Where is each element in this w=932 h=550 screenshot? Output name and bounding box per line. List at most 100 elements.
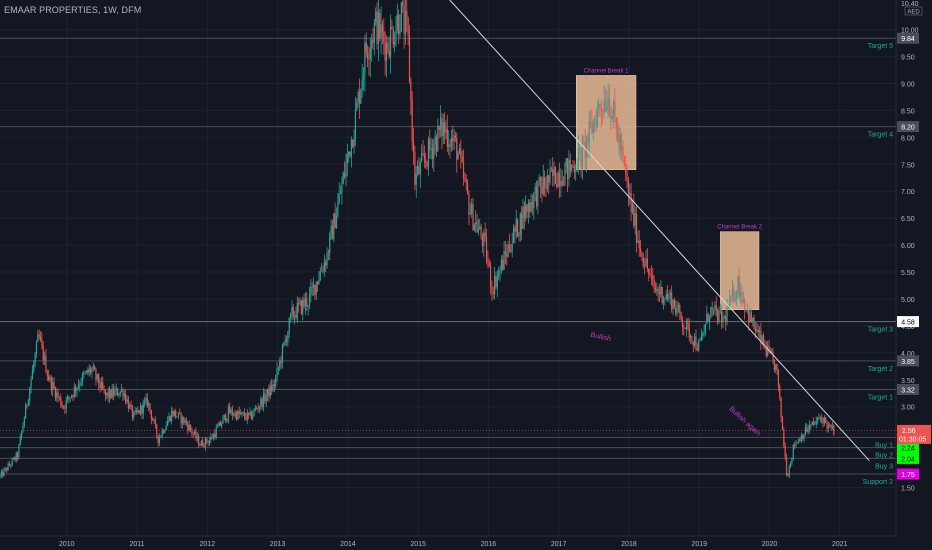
candle-body <box>351 140 352 157</box>
candle-body <box>64 408 65 409</box>
candle-body <box>101 382 102 388</box>
candle-body <box>182 417 183 423</box>
candle-body <box>736 292 737 299</box>
candle-body <box>622 146 623 156</box>
candle-body <box>758 330 759 333</box>
candle-body <box>283 343 284 346</box>
candle-body <box>753 318 754 329</box>
candle-body <box>499 270 500 271</box>
candle-body <box>567 158 568 179</box>
candle-body <box>22 426 23 432</box>
candle-body <box>152 419 153 421</box>
time-tick-label: 2013 <box>270 541 286 548</box>
candle-body <box>178 413 179 417</box>
candle-body <box>453 135 454 141</box>
candle-body <box>597 107 598 127</box>
candle-body <box>229 407 230 413</box>
candle-body <box>170 416 171 421</box>
candle-body <box>785 446 786 457</box>
candle-body <box>225 415 226 422</box>
candle-body <box>590 121 591 124</box>
candle-body <box>174 411 175 416</box>
candle-body <box>253 409 254 415</box>
candle-body <box>717 311 718 323</box>
candle-body <box>535 187 536 193</box>
candle-body <box>278 368 279 369</box>
candle-body <box>389 51 390 57</box>
candle-body <box>26 405 27 406</box>
candle-body <box>503 251 504 269</box>
candle-body <box>781 397 782 417</box>
channel-break-box <box>720 232 759 310</box>
level-price-text: 3.85 <box>901 359 915 366</box>
time-tick-label: 2021 <box>832 541 848 548</box>
candle-body <box>413 141 414 152</box>
candle-body <box>137 410 138 412</box>
candle-body <box>689 324 690 338</box>
candle-body <box>299 300 300 303</box>
trendline-layer[interactable] <box>450 0 870 461</box>
candle-body <box>576 171 577 172</box>
candle-body <box>674 300 675 307</box>
candle-body <box>17 453 18 457</box>
candle-body <box>409 36 410 82</box>
candle-body <box>620 134 621 151</box>
currency-label: AED <box>907 10 920 16</box>
candle-body <box>228 407 229 419</box>
candle-body <box>487 260 488 263</box>
candle-body <box>495 276 496 288</box>
time-axis[interactable]: 2010 2011 2012 2013 2014 2015 2016 2017 2018 2019… <box>0 536 932 550</box>
candle-body <box>508 245 509 257</box>
candle-body <box>722 317 723 322</box>
candle-body <box>406 11 407 18</box>
candle-body <box>635 213 636 226</box>
candle-body <box>190 425 191 430</box>
candle-body <box>428 139 429 166</box>
candle-body <box>666 294 667 298</box>
candle-body <box>528 203 529 212</box>
candle-body <box>814 424 815 425</box>
candle-body <box>612 116 613 119</box>
candle-body <box>287 332 288 342</box>
candle-body <box>217 426 218 428</box>
candle-body <box>683 327 684 328</box>
candle-body <box>541 186 542 194</box>
candle-body <box>391 27 392 29</box>
channel-break-label: Channel Break 1 <box>584 68 629 74</box>
candle-body <box>66 400 67 409</box>
candle-body <box>210 437 211 440</box>
candle-body <box>317 282 318 284</box>
candle-body <box>133 413 134 418</box>
candle-body <box>125 394 126 402</box>
candle-body <box>643 258 644 266</box>
candle-body <box>401 2 402 31</box>
candle-body <box>303 300 304 307</box>
candle-body <box>517 219 518 236</box>
candle-body <box>63 407 64 408</box>
candle-body <box>562 181 563 185</box>
candle-body <box>682 319 683 327</box>
candle-body <box>491 288 492 293</box>
candle-body <box>694 336 695 345</box>
candle-body <box>431 149 432 150</box>
candle-body <box>813 422 814 424</box>
candle-body <box>402 2 403 5</box>
candle-body <box>240 414 241 415</box>
candle-body <box>336 216 337 229</box>
candle-body <box>585 142 586 158</box>
candle-body <box>752 318 753 323</box>
candle-body <box>832 426 833 428</box>
candle-body <box>798 439 799 442</box>
candle-body <box>21 432 22 437</box>
candle-body <box>260 399 261 407</box>
candle-body <box>521 214 522 229</box>
candle-body <box>613 102 614 116</box>
candle-body <box>575 171 576 172</box>
candle-body <box>275 377 276 386</box>
candle-body <box>625 165 626 173</box>
candle-body <box>467 182 468 193</box>
candle-body <box>41 340 42 346</box>
candle-body <box>344 173 345 177</box>
